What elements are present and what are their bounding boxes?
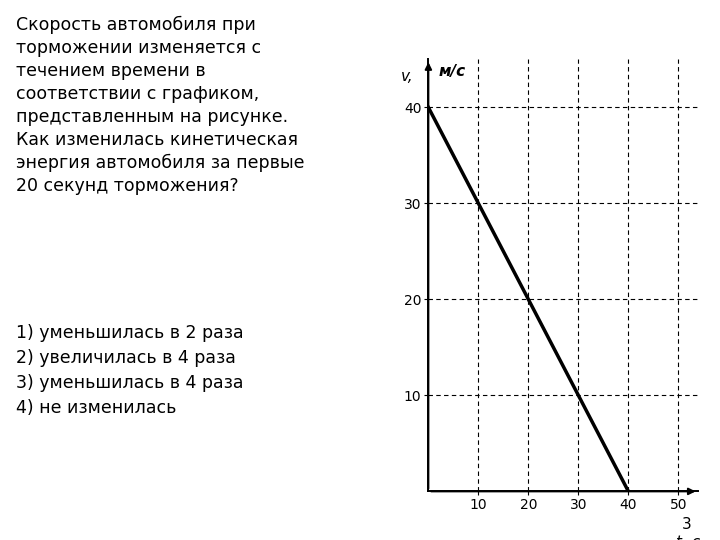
Text: t, c: t, c <box>676 535 701 540</box>
Text: м/с: м/с <box>438 64 466 79</box>
Text: 3: 3 <box>681 517 691 532</box>
Text: v,: v, <box>401 69 413 84</box>
Text: Скорость автомобиля при
торможении изменяется с
течением времени в
соответствии : Скорость автомобиля при торможении измен… <box>16 16 304 195</box>
Text: 1) уменьшилась в 2 раза
2) увеличилась в 4 раза
3) уменьшилась в 4 раза
4) не из: 1) уменьшилась в 2 раза 2) увеличилась в… <box>16 324 243 417</box>
